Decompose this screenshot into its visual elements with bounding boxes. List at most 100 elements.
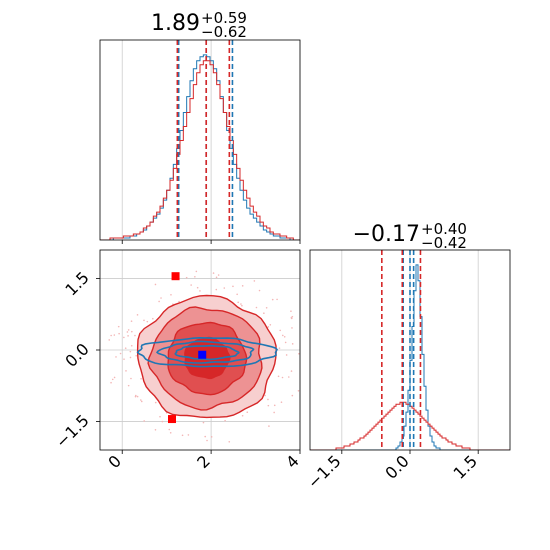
contour-scatter-point: [136, 395, 139, 398]
contour-ytick-label-1: 0.0: [61, 339, 92, 370]
histogram-param2: −1.5 0.0 1.5 −0.17 +0.40 −0.42: [304, 220, 511, 492]
histogram-param1-title-minus: −0.62: [201, 23, 247, 41]
contour-scatter-point: [246, 411, 249, 414]
contour-scatter-point: [264, 394, 266, 397]
contour-scatter-point: [130, 344, 133, 347]
contour-scatter-point: [223, 287, 226, 289]
contour-scatter-point: [291, 394, 294, 397]
contour-scatter-point: [212, 272, 215, 274]
contour-scatter-point: [124, 347, 127, 349]
contour-scatter-point: [134, 334, 136, 337]
contour-scatter-point: [276, 298, 278, 301]
contour-scatter-point: [284, 341, 287, 344]
contour-scatter-point: [285, 354, 288, 356]
contour-scatter-point: [210, 436, 213, 438]
contour-plot: 0 2 4 −1.5 0.0 1.5: [52, 249, 303, 472]
contour-scatter-point: [281, 376, 284, 379]
contour-scatter-point: [129, 356, 132, 359]
histogram-param2-quantiles: [381, 250, 422, 450]
contour-scatter-point: [281, 334, 284, 337]
contour-scatter-point: [113, 334, 116, 336]
contour-xtick-label-2: 4: [282, 451, 303, 472]
contour-scatter-point: [135, 354, 138, 357]
p2-xtick-label-1: 0.0: [381, 451, 412, 482]
contour-scatter-point: [160, 297, 162, 299]
contour-scatter-point: [117, 325, 120, 328]
contour-scatter-point: [125, 370, 127, 372]
contour-scatter-point: [119, 352, 122, 355]
contour-scatter-point: [298, 352, 300, 355]
contour-marker-0: [171, 272, 180, 281]
contour-scatter-point: [196, 286, 199, 289]
contour-scatter-point: [241, 285, 244, 287]
contour-scatter-point: [237, 301, 239, 304]
contour-marker-1: [168, 415, 176, 424]
contour-scatter-point: [217, 274, 220, 276]
contour-scatter-point: [143, 420, 145, 422]
contour-scatter-point: [273, 411, 275, 414]
contour-scatter-point: [265, 306, 268, 309]
contour-scatter-point: [199, 290, 201, 292]
contour-scatter-point: [273, 404, 276, 407]
contour-scatter-point: [283, 335, 286, 338]
contour-scatter-point: [123, 336, 125, 339]
contour-scatter-point: [168, 428, 171, 431]
contour-scatter-point: [152, 317, 154, 320]
contour-scatter-point: [268, 425, 270, 427]
contour-scatter-point: [267, 398, 269, 401]
histogram-param1-series: [100, 54, 300, 240]
contour-scatter-point: [271, 298, 274, 301]
contour-xtick-label-0: 0: [104, 451, 125, 472]
histogram-param1-quantiles: [176, 40, 234, 240]
contour-scatter-point: [269, 323, 272, 326]
p1-series-0-line: [100, 54, 300, 240]
p2-xtick-label-0: −1.5: [304, 451, 345, 492]
contour-scatter-point: [267, 326, 270, 328]
contour-scatter-point: [290, 370, 293, 372]
contour-marker-2: [198, 350, 207, 359]
histogram-param1: 1.89 +0.59 −0.62: [99, 9, 301, 244]
contour-scatter-point: [154, 283, 157, 286]
contour-scatter-point: [113, 376, 116, 379]
contour-scatter-point: [154, 428, 157, 431]
contour-scatter-point: [123, 358, 125, 360]
contour-scatter-point: [159, 415, 161, 418]
contour-scatter-point: [154, 401, 157, 404]
contour-scatter-point: [291, 343, 294, 345]
histogram-param1-title-plus: +0.59: [201, 9, 247, 27]
contour-scatter-point: [187, 434, 190, 436]
contour-scatter-point: [228, 440, 231, 443]
contour-scatter-point: [290, 310, 292, 312]
contour-scatter-point: [161, 420, 164, 423]
contour-body: [108, 270, 300, 443]
contour-scatter-point: [110, 381, 112, 384]
contour-scatter-point: [279, 329, 281, 332]
contour-scatter-point: [131, 330, 133, 333]
contour-scatter-point: [110, 334, 112, 337]
contour-scatter-point: [204, 435, 207, 438]
contour-scatter-point: [143, 319, 145, 322]
p2-series-1-line: [310, 401, 510, 450]
contour-scatter-point: [115, 356, 117, 358]
contour-scatter-point: [240, 303, 242, 305]
contour-scatter-point: [215, 288, 218, 291]
contour-scatter-point: [258, 289, 261, 292]
contour-scatter-point: [118, 332, 120, 335]
contour-scatter-point: [241, 304, 243, 307]
histogram-param1-title-value: 1.89: [151, 11, 200, 36]
contour-scatter-point: [253, 280, 256, 282]
contour-scatter-point: [108, 339, 111, 341]
blue-contour-level-1: [156, 340, 255, 364]
contour-scatter-point: [126, 331, 129, 333]
red-contour-level-0: [184, 336, 231, 380]
contour-scatter-point: [290, 317, 293, 320]
p2-xtick-label-2: 1.5: [450, 451, 481, 482]
contour-scatter-point: [194, 275, 196, 278]
contour-scatter-point: [277, 375, 280, 378]
blue-contour-level-2: [136, 336, 278, 368]
contour-scatter-point: [236, 293, 238, 296]
contour-scatter-point: [297, 389, 300, 392]
contour-scatter-point: [130, 377, 132, 380]
contour-scatter-point: [195, 270, 198, 273]
